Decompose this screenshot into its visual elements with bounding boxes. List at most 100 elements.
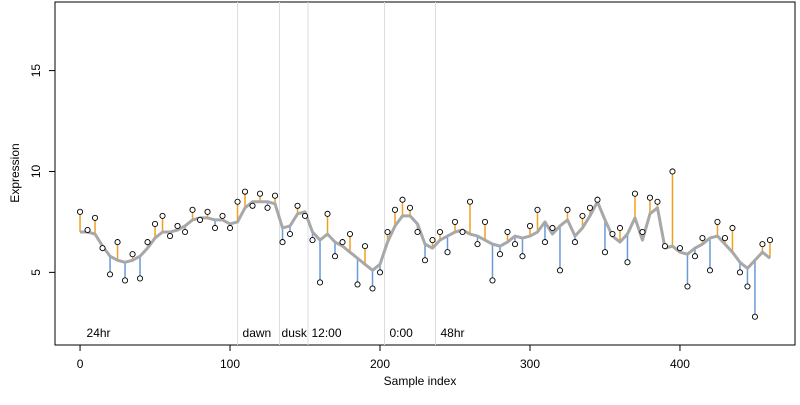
point (706, 267, 714, 274)
point (609, 230, 616, 238)
point (361, 243, 369, 250)
point (271, 192, 279, 199)
point (106, 271, 114, 278)
point (316, 279, 324, 286)
annotation: 48hr (440, 326, 464, 340)
point (496, 251, 504, 258)
point (466, 198, 474, 205)
point (264, 204, 271, 211)
point (624, 259, 631, 266)
point (241, 188, 249, 195)
point (249, 202, 256, 209)
point (721, 235, 729, 242)
point (526, 222, 534, 230)
point (436, 228, 444, 236)
point (474, 241, 481, 248)
x-tick-label: 100 (220, 357, 240, 371)
x-tick-label: 0 (77, 357, 84, 371)
point (594, 196, 601, 203)
point (661, 243, 669, 250)
point (654, 198, 661, 205)
point (766, 237, 774, 244)
point (286, 230, 294, 238)
annotation: dusk (282, 326, 308, 340)
point (129, 251, 136, 258)
plot-frame (54, 1, 796, 346)
point (294, 202, 301, 209)
point (751, 313, 759, 320)
point (309, 237, 316, 244)
trend-line (80, 200, 771, 272)
point (414, 228, 421, 236)
point (331, 253, 339, 260)
point (399, 196, 406, 203)
annotation: dawn (243, 326, 272, 340)
point (519, 253, 526, 260)
point (541, 239, 549, 246)
point (534, 206, 541, 213)
point (339, 239, 346, 246)
y-axis-label: Expression (8, 143, 22, 202)
point (459, 228, 466, 236)
point (556, 267, 564, 274)
point (226, 224, 234, 232)
point (601, 249, 609, 256)
point (616, 224, 624, 232)
point (444, 249, 451, 256)
x-tick-label: 200 (370, 357, 390, 371)
point (504, 228, 511, 236)
point (451, 218, 459, 225)
point (181, 228, 189, 236)
point (579, 212, 586, 219)
point (174, 222, 181, 230)
point (121, 277, 129, 284)
point (714, 218, 721, 225)
point (744, 283, 751, 290)
point (669, 168, 676, 175)
point (646, 194, 654, 201)
annotation: 0:00 (390, 326, 414, 340)
point (481, 218, 489, 225)
y-tick-label: 5 (29, 269, 43, 276)
annotation: 12:00 (312, 326, 342, 340)
point (489, 277, 496, 284)
point (219, 212, 226, 219)
point (136, 275, 144, 282)
point (196, 216, 204, 223)
annotation: 24hr (87, 326, 111, 340)
point (114, 239, 121, 246)
point (151, 220, 159, 227)
point (84, 226, 91, 234)
point (211, 224, 219, 232)
point (699, 235, 706, 242)
point (376, 269, 384, 276)
point (511, 241, 519, 248)
point (204, 208, 211, 215)
point (301, 212, 309, 219)
point (639, 228, 646, 236)
point (549, 224, 556, 232)
point (256, 190, 264, 197)
point (631, 190, 639, 197)
point (391, 206, 399, 213)
point (759, 241, 766, 248)
point (324, 210, 331, 217)
point (691, 253, 699, 260)
point (234, 198, 241, 205)
point (421, 257, 429, 264)
x-tick-label: 300 (520, 357, 540, 371)
point (189, 206, 196, 213)
point (91, 214, 99, 221)
point (676, 245, 684, 252)
point (144, 239, 151, 246)
point (99, 245, 106, 252)
point (736, 269, 744, 276)
point (571, 239, 579, 246)
point (354, 281, 361, 288)
point (586, 204, 594, 211)
x-axis-label: Sample index (384, 374, 457, 388)
y-tick-label: 10 (29, 164, 43, 178)
point (564, 206, 571, 213)
x-tick-label: 400 (670, 357, 690, 371)
